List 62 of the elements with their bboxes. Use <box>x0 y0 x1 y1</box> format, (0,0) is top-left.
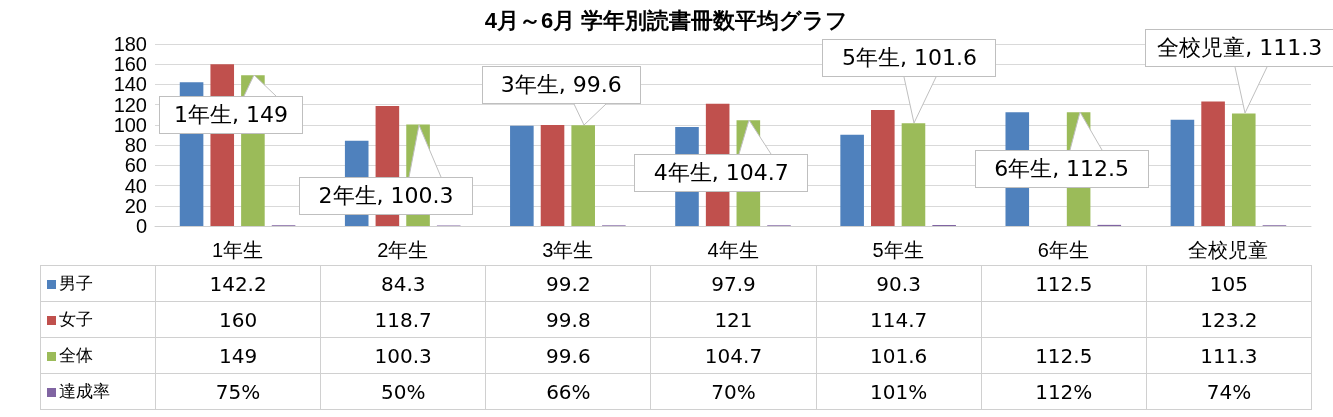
data-label: 74% <box>1146 373 1312 410</box>
data-label: 70% <box>650 373 817 410</box>
y-tick-label: 0 <box>135 215 147 237</box>
data-label: 111.3 <box>1146 337 1312 374</box>
data-label: 97.9 <box>650 265 817 302</box>
legend-label: 男子 <box>40 265 156 302</box>
data-label: 123.2 <box>1146 301 1312 338</box>
data-label: 50% <box>320 373 486 410</box>
bar <box>871 110 895 226</box>
y-tick-label: 180 <box>113 33 147 55</box>
data-label: 160 <box>155 301 321 338</box>
data-label: 99.8 <box>485 301 651 338</box>
x-tick-label: 6年生 <box>1037 239 1089 261</box>
x-tick-label: 3年生 <box>542 239 594 261</box>
data-label: 112.5 <box>981 337 1147 374</box>
legend-label: 女子 <box>40 301 156 338</box>
chart-title: 4月～6月 学年別読書冊数平均グラフ <box>484 7 849 33</box>
data-label: 84.3 <box>320 265 486 302</box>
data-label: 101% <box>816 373 982 410</box>
y-tick-label: 140 <box>113 73 147 96</box>
annotation: 3年生, 99.6 <box>481 66 641 105</box>
bar <box>1170 119 1195 226</box>
data-label: 114.7 <box>816 301 982 338</box>
data-label: 100.3 <box>320 337 486 374</box>
data-label: 112% <box>981 373 1147 410</box>
x-tick-label: 全校児童 <box>1188 239 1269 261</box>
data-label: 149 <box>155 337 321 374</box>
x-tick-label: 4年生 <box>707 239 759 261</box>
y-tick-label: 120 <box>113 93 147 116</box>
bar <box>510 125 534 226</box>
data-label: 112.5 <box>981 265 1147 302</box>
x-tick-label: 2年生 <box>377 239 429 261</box>
legend-label: 全体 <box>40 337 156 374</box>
x-tick-label: 1年生 <box>212 239 264 261</box>
data-label: 75% <box>155 373 321 410</box>
annotation: 1年生, 149 <box>158 96 303 135</box>
data-label: 99.6 <box>485 337 651 374</box>
legend-label: 達成率 <box>40 373 156 410</box>
y-tick-label: 160 <box>113 53 147 76</box>
y-tick-label: 20 <box>124 194 147 217</box>
data-label: 142.2 <box>155 265 321 302</box>
y-tick-label: 60 <box>124 154 147 177</box>
data-label: 118.7 <box>320 301 486 338</box>
data-label: 99.2 <box>485 265 651 302</box>
annotation: 5年生, 101.6 <box>822 39 997 78</box>
x-tick-label: 5年生 <box>872 239 924 261</box>
data-label: 121 <box>650 301 817 338</box>
data-label: 101.6 <box>816 337 982 374</box>
y-tick-label: 100 <box>113 113 147 136</box>
bar <box>1201 101 1225 226</box>
data-label: 104.7 <box>650 337 817 374</box>
y-tick-label: 40 <box>124 174 147 197</box>
annotation: 4年生, 104.7 <box>634 154 809 193</box>
bar <box>540 125 565 226</box>
annotation: 2年生, 100.3 <box>299 176 474 215</box>
bar <box>840 134 864 226</box>
data-label: 105 <box>1146 265 1312 302</box>
annotation: 全校児童, 111.3 <box>1145 29 1333 68</box>
annotation: 6年生, 112.5 <box>974 150 1149 189</box>
data-label: 90.3 <box>816 265 982 302</box>
data-label: 66% <box>485 373 651 410</box>
y-tick-label: 80 <box>124 134 147 157</box>
